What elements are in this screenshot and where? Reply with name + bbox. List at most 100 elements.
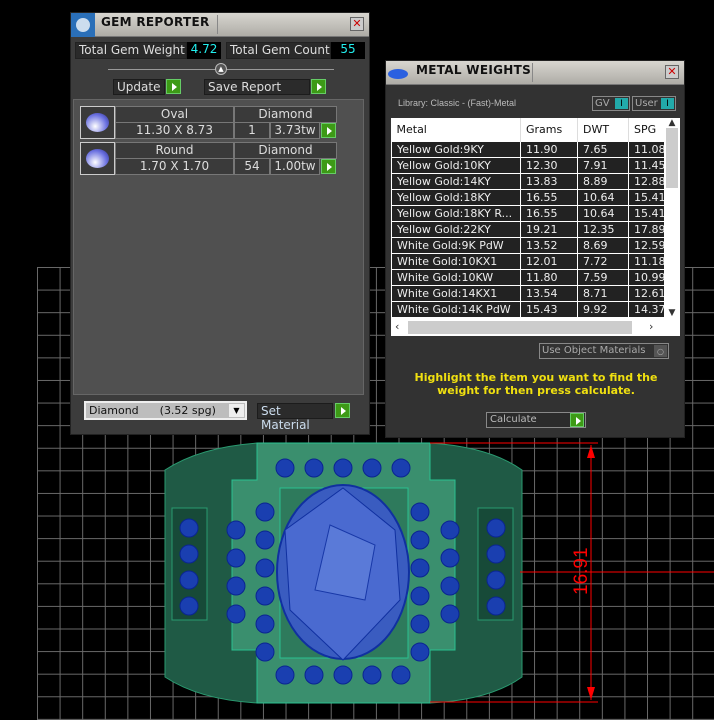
chevron-down-icon[interactable]: ▼ (229, 404, 244, 417)
table-cell: Yellow Gold:9KY (391, 140, 521, 158)
total-gem-count-label: Total Gem Count (226, 42, 331, 59)
table-row[interactable]: Yellow Gold:14KY 13.83 8.89 12.88 (391, 172, 679, 190)
horizontal-scrollbar[interactable]: ‹ › (391, 319, 680, 336)
update-go-button[interactable] (166, 79, 181, 94)
small-gem (255, 614, 275, 634)
material-select-value: Diamond (3.52 spg) (89, 404, 216, 417)
set-material-go-button[interactable] (335, 403, 350, 418)
small-gem (410, 502, 430, 522)
small-gem (333, 665, 353, 685)
gem-row[interactable]: Round Diamond 1.70 X 1.70 54 1.00tw (74, 142, 344, 177)
small-gem (486, 544, 506, 564)
collapse-toggle[interactable]: ▲ (215, 63, 227, 75)
close-icon[interactable]: ✕ (350, 17, 364, 31)
table-cell: 8.89 (577, 172, 629, 190)
table-cell: 13.54 (520, 284, 578, 302)
table-cell: Yellow Gold:18KY R... (391, 204, 521, 222)
metal-table: Metal Grams DWT SPG Yellow Gold:9KY 11.90 7.65… (391, 118, 679, 318)
table-row[interactable]: Yellow Gold:9KY 11.90 7.65 11.08 (391, 140, 679, 158)
gem-row[interactable]: Oval Diamond 11.30 X 8.73 1 3.73tw (74, 106, 344, 141)
column-header[interactable]: Metal (391, 118, 521, 141)
column-header[interactable]: DWT (577, 118, 629, 141)
small-gem (440, 520, 460, 540)
update-button[interactable]: Update (113, 79, 165, 95)
instruction-text: Highlight the item you want to find the … (414, 371, 658, 397)
small-gem (255, 586, 275, 606)
gem-weight: 1.00tw (270, 158, 320, 175)
total-gem-weight-label: Total Gem Weight (75, 42, 187, 59)
table-row[interactable]: White Gold:14K PdW 15.43 9.92 14.37 (391, 300, 679, 318)
small-gem (486, 596, 506, 616)
dimension-label: 16.91 (571, 547, 592, 595)
gem-select-button[interactable] (321, 123, 336, 138)
close-icon[interactable]: ✕ (665, 65, 679, 79)
small-gem (255, 642, 275, 662)
library-label: Library: Classic - (Fast)-Metal (398, 98, 517, 108)
table-cell: White Gold:10KW (391, 268, 521, 286)
table-cell: 11.80 (520, 268, 578, 286)
small-gem (410, 530, 430, 550)
table-row[interactable]: White Gold:9K PdW 13.52 8.69 12.59 (391, 236, 679, 254)
table-row[interactable]: Yellow Gold:18KY 16.55 10.64 15.41 (391, 188, 679, 206)
small-gem (179, 544, 199, 564)
table-row[interactable]: Yellow Gold:10KY 12.30 7.91 11.45 (391, 156, 679, 174)
material-select[interactable]: Diamond (3.52 spg) ▼ (84, 401, 247, 420)
small-gem (440, 576, 460, 596)
small-gem (410, 586, 430, 606)
use-object-materials-toggle[interactable]: Use Object Materials ○ (539, 343, 669, 359)
table-cell: 11.90 (520, 140, 578, 158)
table-cell: 10.64 (577, 188, 629, 206)
small-gem (226, 548, 246, 568)
save-report-button[interactable]: Save Report (204, 79, 310, 95)
save-report-go-button[interactable] (311, 79, 326, 94)
table-cell: 10.64 (577, 204, 629, 222)
table-cell: 12.01 (520, 252, 578, 270)
small-gem (275, 458, 295, 478)
user-toggle[interactable]: User I (632, 96, 676, 111)
column-header[interactable]: Grams (520, 118, 578, 141)
total-gem-count-value: 55 (331, 42, 365, 59)
small-gem (255, 530, 275, 550)
small-gem (226, 576, 246, 596)
set-material-button[interactable]: Set Material (257, 403, 333, 432)
small-gem (275, 665, 295, 685)
gem-size: 1.70 X 1.70 (115, 158, 234, 175)
gem-thumbnail-icon (80, 106, 115, 139)
gem-reporter-titlebar[interactable]: GEM REPORTER ✕ (71, 13, 369, 37)
table-cell: 19.21 (520, 220, 578, 238)
table-cell: Yellow Gold:14KY (391, 172, 521, 190)
gem-select-button[interactable] (321, 159, 336, 174)
table-cell: Yellow Gold:10KY (391, 156, 521, 174)
window-title: METAL WEIGHTS (416, 63, 532, 77)
gem-count: 54 (234, 158, 270, 175)
table-cell: 13.83 (520, 172, 578, 190)
small-gem (440, 548, 460, 568)
metal-weights-titlebar[interactable]: METAL WEIGHTS ✕ (386, 61, 684, 85)
small-gem (362, 458, 382, 478)
scroll-thumb[interactable] (666, 128, 678, 188)
table-cell: 7.65 (577, 140, 629, 158)
table-cell: White Gold:10KX1 (391, 252, 521, 270)
gv-toggle[interactable]: GV I (592, 96, 630, 111)
table-cell: Yellow Gold:22KY (391, 220, 521, 238)
small-gem (410, 558, 430, 578)
table-row[interactable]: Yellow Gold:22KY 19.21 12.35 17.89 (391, 220, 679, 238)
table-row[interactable]: White Gold:14KX1 13.54 8.71 12.61 (391, 284, 679, 302)
table-cell: 13.52 (520, 236, 578, 254)
small-gem (226, 604, 246, 624)
calculate-go-button[interactable] (570, 413, 584, 427)
table-cell: 15.43 (520, 300, 578, 318)
table-row[interactable]: Yellow Gold:18KY R... 16.55 10.64 15.41 (391, 204, 679, 222)
table-row[interactable]: White Gold:10KX1 12.01 7.72 11.18 (391, 252, 679, 270)
table-row[interactable]: White Gold:10KW 11.80 7.59 10.99 (391, 268, 679, 286)
gem-size: 11.30 X 8.73 (115, 122, 234, 139)
small-gem (304, 458, 324, 478)
small-gem (410, 642, 430, 662)
gem-list: Oval Diamond 11.30 X 8.73 1 3.73tw Round… (73, 99, 364, 395)
table-cell: 16.55 (520, 204, 578, 222)
table-cell: White Gold:14K PdW (391, 300, 521, 318)
vertical-scrollbar[interactable]: ▲ ▼ (664, 118, 680, 318)
scroll-thumb-h[interactable] (408, 321, 632, 334)
calculate-button[interactable]: Calculate (486, 412, 586, 428)
